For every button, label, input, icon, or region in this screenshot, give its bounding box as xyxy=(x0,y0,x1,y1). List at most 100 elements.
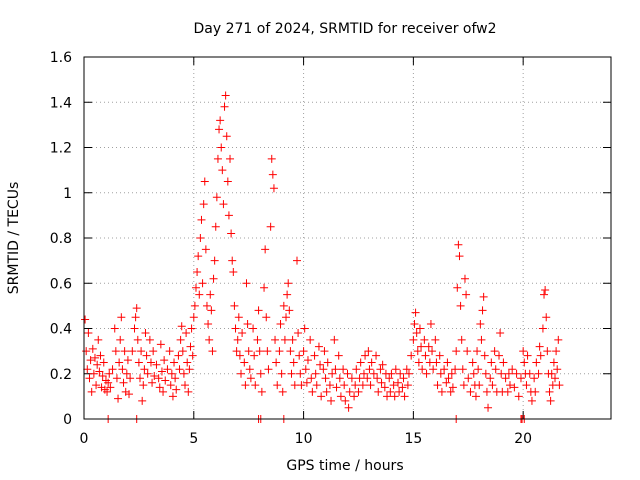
data-point xyxy=(161,376,170,385)
data-point xyxy=(229,267,238,276)
y-tick-label: 1.2 xyxy=(50,141,72,157)
data-point xyxy=(111,347,120,356)
data-point xyxy=(243,319,252,328)
data-point xyxy=(367,358,376,367)
data-point xyxy=(126,374,135,383)
data-point xyxy=(437,387,446,396)
data-point xyxy=(287,369,296,378)
data-point xyxy=(196,234,205,242)
data-point xyxy=(469,369,478,378)
data-point xyxy=(446,387,455,396)
data-point xyxy=(224,211,233,220)
data-point xyxy=(230,301,239,310)
data-point xyxy=(132,304,141,313)
data-point xyxy=(345,387,354,396)
data-point xyxy=(262,313,271,322)
data-point xyxy=(516,374,525,383)
data-point xyxy=(178,347,187,356)
data-point xyxy=(261,245,270,254)
data-point xyxy=(167,369,176,378)
data-point xyxy=(504,369,513,378)
data-point xyxy=(530,374,539,383)
data-point xyxy=(275,347,284,356)
data-point xyxy=(209,274,218,283)
data-point xyxy=(321,374,330,383)
data-points xyxy=(81,91,564,423)
data-point xyxy=(168,392,177,401)
data-point xyxy=(457,335,466,344)
data-point xyxy=(341,396,350,405)
data-point xyxy=(174,351,183,360)
data-point xyxy=(268,170,277,179)
data-point xyxy=(115,358,124,367)
data-point xyxy=(85,374,94,383)
data-point xyxy=(352,365,361,374)
data-point xyxy=(527,396,536,405)
data-point xyxy=(358,381,367,390)
data-point xyxy=(89,369,98,378)
data-point xyxy=(514,392,523,401)
data-point xyxy=(112,374,121,383)
data-point xyxy=(435,351,444,360)
data-point xyxy=(319,365,328,374)
data-point xyxy=(94,335,103,344)
data-point xyxy=(244,347,253,356)
data-point xyxy=(418,365,427,374)
data-point xyxy=(189,313,198,322)
data-point xyxy=(505,381,514,390)
data-point xyxy=(170,358,179,367)
y-tick-label: 0.4 xyxy=(50,322,72,338)
data-point xyxy=(221,91,230,100)
data-point xyxy=(177,322,186,331)
data-point xyxy=(200,177,209,186)
data-point xyxy=(145,335,154,344)
data-point xyxy=(269,184,278,193)
data-point xyxy=(490,347,499,356)
data-point xyxy=(197,215,206,224)
data-point xyxy=(123,356,132,365)
data-point xyxy=(159,387,168,396)
data-point xyxy=(242,279,251,288)
data-point xyxy=(512,369,521,378)
data-point xyxy=(260,283,269,292)
data-point xyxy=(476,319,485,328)
data-point xyxy=(380,383,389,392)
data-point xyxy=(447,369,456,378)
y-tick-label: 1.4 xyxy=(50,95,72,111)
data-point xyxy=(413,347,422,356)
data-point xyxy=(462,290,471,299)
data-point xyxy=(320,347,329,356)
data-point xyxy=(376,365,385,374)
data-point xyxy=(134,358,143,367)
data-point xyxy=(553,365,562,374)
y-tick-label: 0.6 xyxy=(50,276,72,292)
data-point xyxy=(484,403,493,412)
data-point xyxy=(130,324,139,333)
data-point xyxy=(141,329,150,338)
data-point xyxy=(488,381,497,390)
data-point xyxy=(87,387,96,396)
data-point xyxy=(499,358,508,367)
data-point xyxy=(525,369,534,378)
data-point xyxy=(96,351,105,360)
data-point xyxy=(217,143,226,152)
data-point xyxy=(474,365,483,374)
data-point xyxy=(117,313,126,322)
data-point xyxy=(452,347,461,356)
data-point xyxy=(135,374,144,383)
data-point xyxy=(256,369,265,378)
data-point xyxy=(172,385,181,394)
data-point xyxy=(546,396,555,405)
data-point xyxy=(458,365,467,374)
data-point xyxy=(188,351,197,360)
data-point xyxy=(522,381,531,390)
data-point xyxy=(314,342,323,351)
data-point xyxy=(219,200,228,209)
data-point xyxy=(403,381,412,390)
data-point xyxy=(163,365,172,374)
data-point xyxy=(415,324,424,333)
data-point xyxy=(454,240,463,249)
data-point xyxy=(254,306,263,315)
data-point xyxy=(88,344,97,353)
data-point xyxy=(120,347,129,356)
